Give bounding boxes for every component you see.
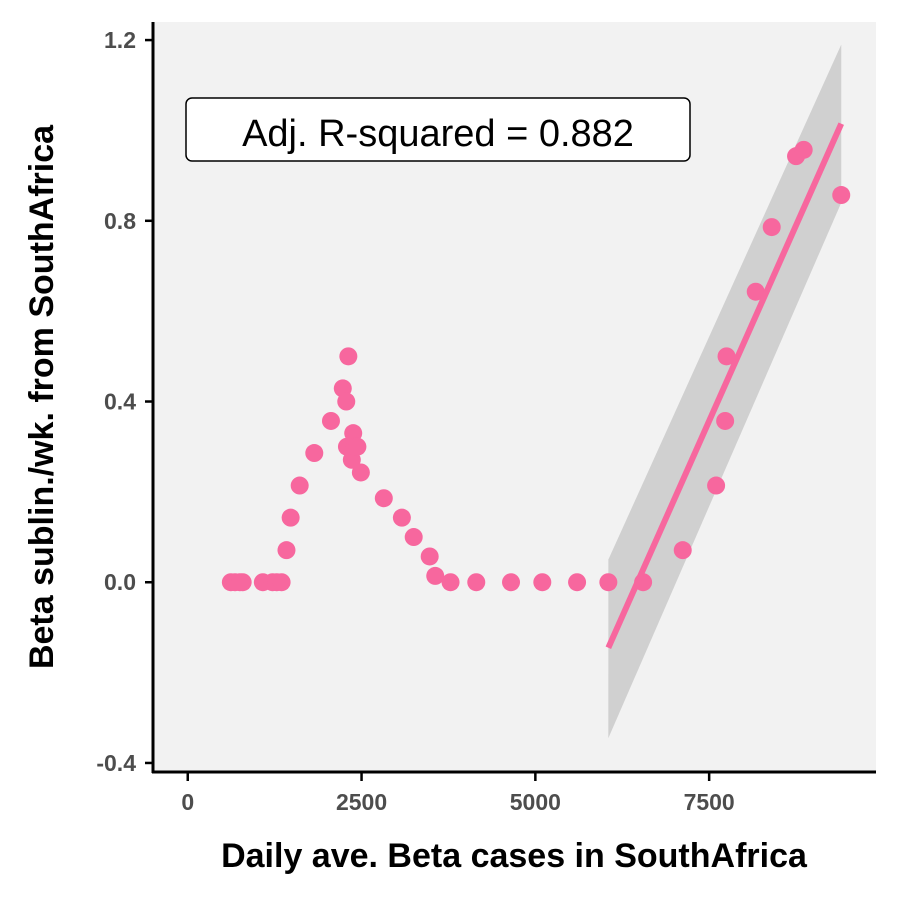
annotation-text: Adj. R-squared = 0.882 [242,113,634,155]
fit-line-layer [605,122,844,649]
y-tick-label: -0.4 [96,750,136,776]
data-point [673,541,692,560]
data-point [337,392,356,411]
data-point [339,347,358,366]
data-point [746,282,765,301]
data-point [762,218,781,237]
data-point [832,186,851,205]
x-ticks-layer: 0 2500 5000 7500 [181,773,735,815]
fit-line [605,122,844,649]
x-tick-label: 5000 [510,789,561,815]
x-tick-label: 2500 [336,789,387,815]
y-axis-title: Beta sublin./wk. from SouthAfrica [23,124,61,669]
y-tick-label: 0.4 [104,389,136,415]
y-tick-label: 0.0 [104,569,136,595]
data-point [502,573,521,592]
data-point [277,541,296,560]
x-tick-label: 7500 [684,789,735,815]
data-point [717,347,736,366]
data-point [351,463,370,482]
data-point [321,411,340,430]
annotation-box [185,97,691,162]
data-point [794,140,813,159]
data-point [233,573,252,592]
data-point [348,437,367,456]
data-point [374,489,393,508]
y-tick-label: 0.8 [104,208,136,234]
data-point [272,573,291,592]
data-point [533,573,552,592]
y-tick-label: 1.2 [104,27,136,53]
data-point [290,476,309,495]
data-point [420,547,439,566]
data-point [426,566,445,585]
data-point [599,573,618,592]
y-ticks-layer: -0.4 0.0 0.4 0.8 1.2 [96,27,153,776]
x-tick-label: 0 [181,789,194,815]
r-squared-annotation: Adj. R-squared = 0.882 [185,97,691,162]
data-point [441,573,460,592]
data-point [568,573,587,592]
data-point [305,444,324,463]
data-point [467,573,486,592]
data-point [392,508,411,527]
data-point [344,424,363,443]
data-point [716,411,735,430]
data-point [404,528,423,547]
data-point [707,476,726,495]
x-axis-title: Daily ave. Beta cases in SouthAfrica [221,837,808,875]
data-point [281,508,300,527]
